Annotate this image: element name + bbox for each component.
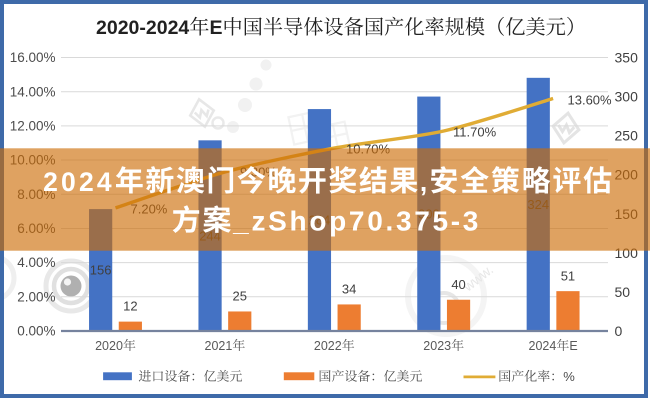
svg-text:14.00%: 14.00% (10, 84, 56, 99)
svg-text:0.00%: 0.00% (17, 324, 55, 339)
svg-text:50: 50 (615, 284, 631, 300)
svg-text:2024: 2024 (529, 339, 557, 353)
svg-text:E: E (569, 339, 577, 353)
svg-text:34: 34 (342, 282, 356, 297)
svg-text:11.70%: 11.70% (453, 125, 497, 140)
svg-text:300: 300 (615, 89, 639, 105)
svg-text:12: 12 (123, 299, 137, 314)
svg-text:51: 51 (561, 268, 575, 283)
svg-text:_zShop70.375-3: _zShop70.375-3 (232, 205, 481, 236)
svg-text:,: , (420, 167, 430, 197)
svg-text:%: % (563, 369, 575, 384)
svg-text:2024: 2024 (43, 167, 115, 197)
svg-text:2.00%: 2.00% (17, 289, 55, 304)
svg-text:E: E (209, 17, 222, 39)
svg-text:40: 40 (451, 277, 465, 292)
svg-text:2020: 2020 (95, 339, 123, 353)
svg-text:0: 0 (615, 323, 623, 339)
svg-text:2021: 2021 (205, 339, 233, 353)
svg-text:16.00%: 16.00% (10, 50, 56, 65)
svg-text:156: 156 (90, 263, 112, 278)
svg-text:13.60%: 13.60% (568, 93, 613, 108)
svg-text:250: 250 (615, 128, 639, 144)
svg-text:4.00%: 4.00% (17, 255, 55, 270)
svg-text:2023: 2023 (423, 339, 451, 353)
svg-text:2020-2024: 2020-2024 (96, 17, 189, 39)
svg-text:25: 25 (233, 289, 247, 304)
svg-text:12.00%: 12.00% (10, 118, 56, 133)
svg-text:350: 350 (615, 50, 639, 66)
svg-text:2022: 2022 (314, 339, 342, 353)
